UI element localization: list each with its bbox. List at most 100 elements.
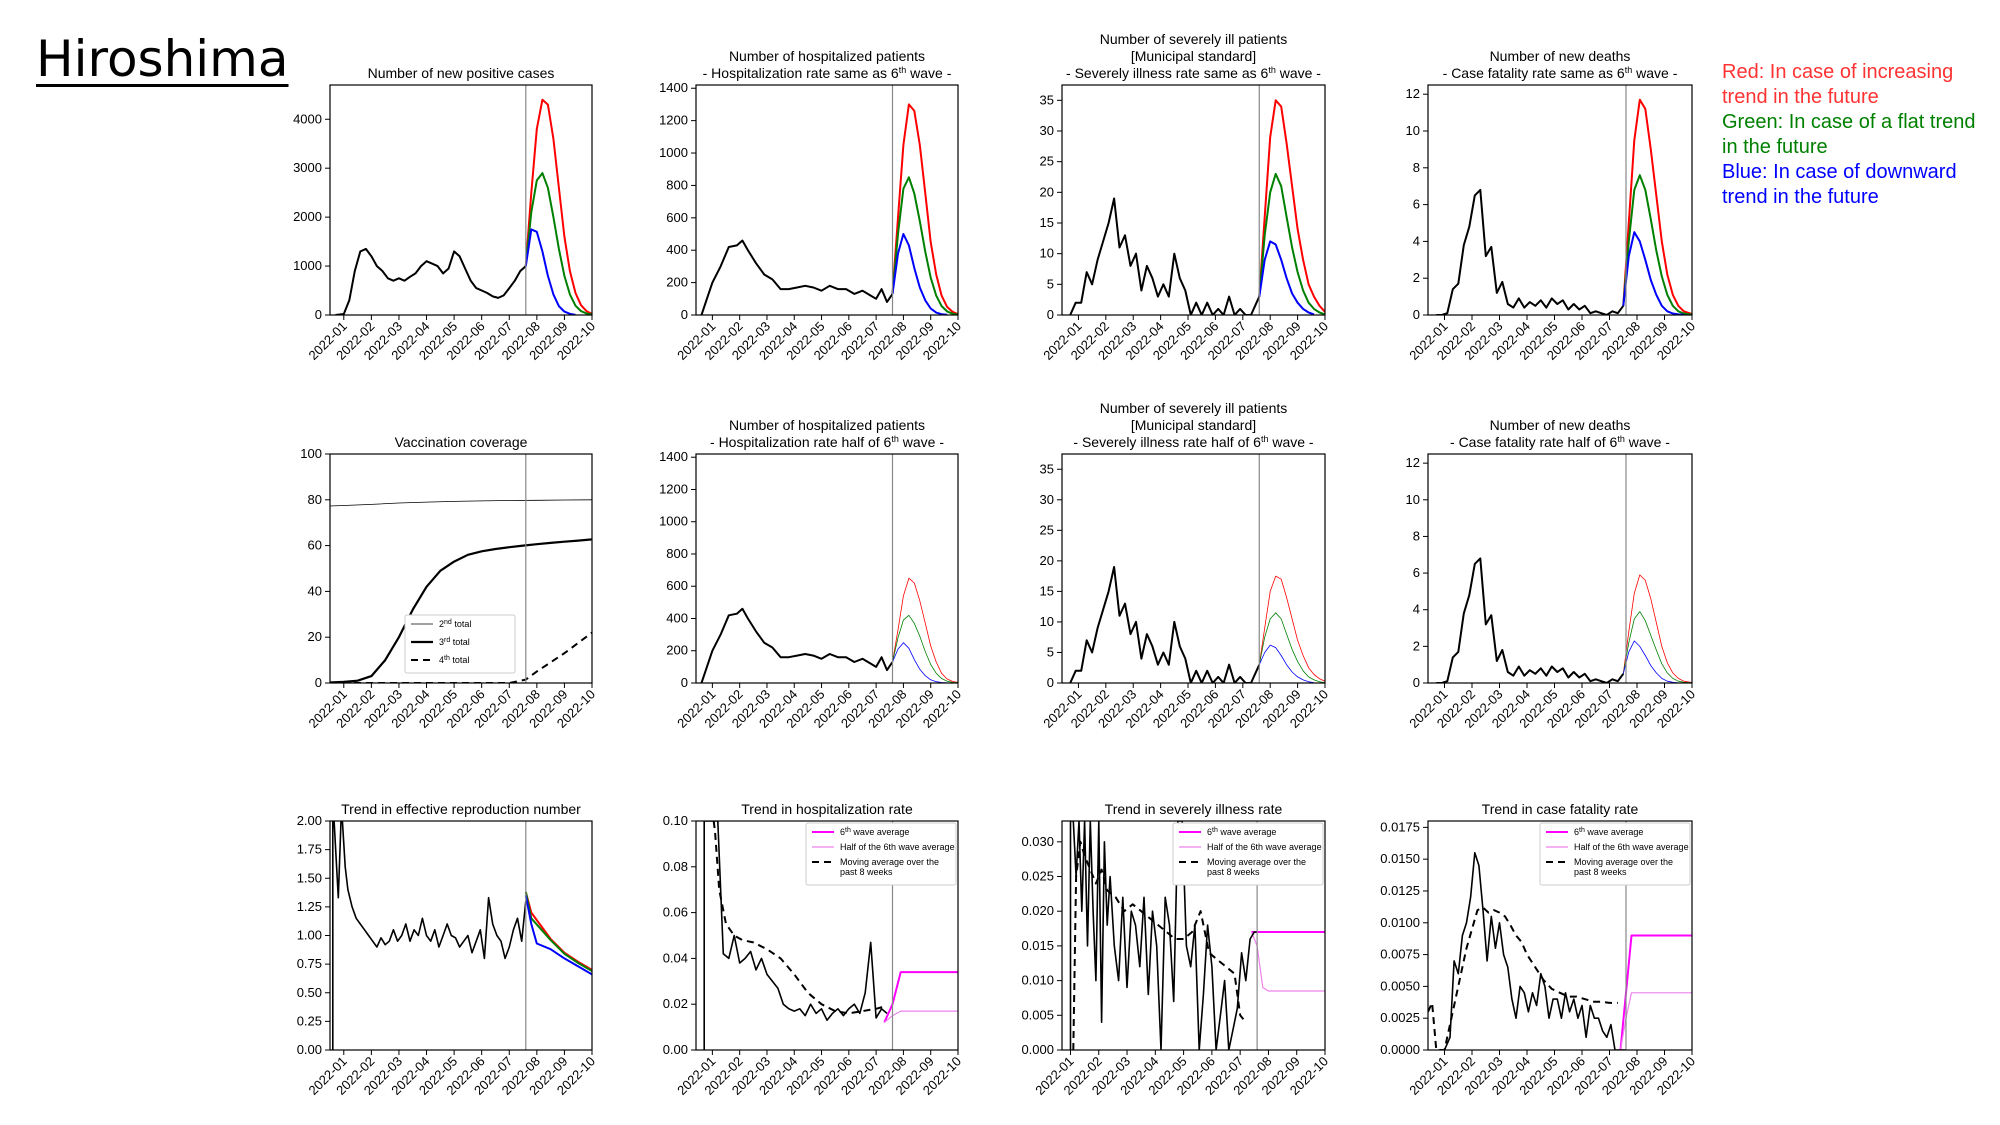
chart-vacc: Vaccination coverage0204060801002022-012… xyxy=(300,434,598,731)
y-tick-label: 100 xyxy=(300,446,322,461)
plot-frame xyxy=(329,84,593,316)
chart-series-group xyxy=(1436,557,1692,683)
series-line-red-1 xyxy=(524,891,592,971)
series-line-green-2 xyxy=(524,172,592,315)
chart-title-line: Number of new deaths xyxy=(1490,417,1631,433)
y-tick-label: 0.0100 xyxy=(1380,915,1420,930)
y-tick-label: 5 xyxy=(1047,644,1054,659)
series-line-black-0 xyxy=(700,607,894,683)
chart-title-line: Number of severely ill patients xyxy=(1100,31,1288,47)
chart-title-line: - Hospitalization rate same as 6th wave … xyxy=(703,65,952,81)
chart-series-group xyxy=(703,821,958,1050)
series-line-moving-average-over-the-past-8-weeks xyxy=(1428,906,1618,1050)
y-tick-label: 0.005 xyxy=(1021,1007,1054,1022)
series-line-green-2 xyxy=(1622,174,1692,315)
legend-label: Half of the 6th wave average xyxy=(1207,842,1322,852)
y-tick-label: 800 xyxy=(666,177,688,192)
y-tick-label: 0 xyxy=(1413,307,1420,322)
y-tick-label: 12 xyxy=(1406,86,1420,101)
y-tick-label: 0.06 xyxy=(663,905,688,920)
legend-label: Half of the 6th wave average xyxy=(840,842,955,852)
series-line-2nd-total xyxy=(330,499,592,507)
scenario-color-legend: Red: In case of increasing trend in the … xyxy=(1722,60,1992,210)
plot-frame xyxy=(1061,84,1326,316)
y-tick-label: 1.00 xyxy=(297,928,322,943)
legend-label: Moving average over the xyxy=(1207,857,1306,867)
series-line-red-1 xyxy=(891,103,958,315)
series-line-green-2 xyxy=(1258,612,1325,683)
y-tick-label: 0.00 xyxy=(663,1042,688,1057)
chart-title-line: Trend in severely illness rate xyxy=(1105,801,1283,817)
y-tick-label: 0.0175 xyxy=(1380,819,1420,834)
y-tick-label: 0.0125 xyxy=(1380,883,1420,898)
chart-title-line: Number of severely ill patients xyxy=(1100,400,1288,416)
y-tick-label: 30 xyxy=(1040,123,1054,138)
y-tick-label: 0 xyxy=(315,675,322,690)
chart-title-line: [Municipal standard] xyxy=(1131,417,1256,433)
y-tick-label: 60 xyxy=(308,538,322,553)
legend-label: 6th wave average xyxy=(1574,827,1643,838)
y-tick-label: 0.50 xyxy=(297,985,322,1000)
y-tick-label: 8 xyxy=(1413,160,1420,175)
y-tick-label: 1.25 xyxy=(297,899,322,914)
series-line-red-1 xyxy=(1622,574,1692,683)
y-tick-label: 0.0075 xyxy=(1380,947,1420,962)
series-line-black-3 xyxy=(703,821,888,1050)
y-tick-label: 1000 xyxy=(293,258,322,273)
page-title: Hiroshima xyxy=(36,30,289,88)
series-line-green-2 xyxy=(1258,172,1325,315)
y-tick-label: 0.0150 xyxy=(1380,851,1420,866)
series-line-black-3 xyxy=(1069,821,1258,1050)
y-tick-label: 2 xyxy=(1413,638,1420,653)
series-line-3rd-total xyxy=(330,538,592,683)
chart-series-group xyxy=(1436,98,1692,315)
y-tick-label: 10 xyxy=(1406,492,1420,507)
plot-frame xyxy=(695,84,959,316)
chart-title-line: Number of hospitalized patients xyxy=(729,417,925,433)
series-line-red-1 xyxy=(892,577,958,683)
plot-frame xyxy=(695,453,959,684)
legend-label: 4th total xyxy=(439,655,469,666)
chart-title-line: [Municipal standard] xyxy=(1131,48,1256,64)
y-tick-label: 35 xyxy=(1040,461,1054,476)
chart-title-line: Number of hospitalized patients xyxy=(729,48,925,64)
legend-label: past 8 weeks xyxy=(840,867,893,877)
y-tick-label: 12 xyxy=(1406,455,1420,470)
plot-frame xyxy=(1427,820,1693,1051)
chart-series-group xyxy=(1069,566,1325,683)
chart-deaths6: Number of new deaths- Case fatality rate… xyxy=(1406,48,1699,363)
y-tick-label: 0.0050 xyxy=(1380,978,1420,993)
chart-series-group xyxy=(1428,851,1692,1050)
series-line-black-0 xyxy=(1069,566,1261,683)
y-tick-label: 10 xyxy=(1040,246,1054,261)
y-tick-label: 30 xyxy=(1040,492,1054,507)
y-tick-label: 6 xyxy=(1413,197,1420,212)
legend-note-blue: Blue: In case of downward trend in the f… xyxy=(1722,161,1957,208)
series-line-black-0 xyxy=(1436,557,1625,683)
y-tick-label: 0.030 xyxy=(1021,834,1054,849)
legend-note-red: Red: In case of increasing trend in the … xyxy=(1722,61,1954,108)
series-line-red-1 xyxy=(1258,99,1325,313)
legend-box xyxy=(1539,822,1691,886)
y-tick-label: 4000 xyxy=(293,111,322,126)
chart-series-group xyxy=(335,98,592,315)
y-tick-label: 600 xyxy=(666,210,688,225)
y-tick-label: 20 xyxy=(1040,184,1054,199)
chart-title-line: - Case fatality rate half of 6th wave - xyxy=(1450,434,1670,450)
legend-box xyxy=(1172,822,1324,886)
legend-label: 3rd total xyxy=(439,637,470,648)
y-tick-label: 1.50 xyxy=(297,870,322,885)
y-tick-label: 10 xyxy=(1406,123,1420,138)
y-tick-label: 0.020 xyxy=(1021,903,1054,918)
chart-series-group xyxy=(700,577,958,683)
series-line-black-0 xyxy=(331,821,527,1050)
y-tick-label: 200 xyxy=(666,275,688,290)
chart-title-line: - Severely illness rate half of 6th wave… xyxy=(1073,434,1314,450)
y-tick-label: 0.010 xyxy=(1021,973,1054,988)
y-tick-label: 0.25 xyxy=(297,1013,322,1028)
chart-title-line: - Hospitalization rate half of 6th wave … xyxy=(710,434,944,450)
chart-rt: Trend in effective reproduction number 0.… xyxy=(297,801,598,1098)
chart-title-line: - Case fatality rate same as 6th wave - xyxy=(1443,65,1678,81)
y-tick-label: 1.75 xyxy=(297,842,322,857)
